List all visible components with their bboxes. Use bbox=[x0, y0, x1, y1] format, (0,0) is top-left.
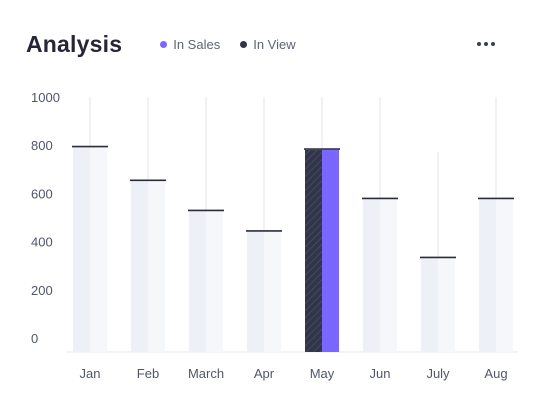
x-tick-label: July bbox=[426, 366, 450, 381]
bar-in-view bbox=[363, 199, 380, 352]
x-tick-label: Jun bbox=[370, 366, 391, 381]
bar-in-view bbox=[189, 211, 206, 352]
chart-title: Analysis bbox=[26, 30, 123, 57]
y-tick-label: 1000 bbox=[31, 90, 60, 105]
legend-dot-in-view bbox=[240, 40, 248, 48]
bar-in-view bbox=[131, 181, 148, 352]
x-tick-label: Aug bbox=[484, 366, 507, 381]
chart-header: Analysis In Sales In View bbox=[26, 26, 513, 62]
bar-in-view bbox=[479, 199, 496, 352]
bar-in-view bbox=[73, 147, 90, 352]
x-tick-label: March bbox=[188, 366, 224, 381]
legend-label-in-view: In View bbox=[253, 36, 296, 52]
y-tick-label: 200 bbox=[31, 283, 53, 298]
bar-in-sales bbox=[322, 150, 339, 352]
bar-in-sales bbox=[148, 181, 165, 352]
legend-label-in-sales: In Sales bbox=[173, 36, 221, 52]
legend-item-in-sales[interactable]: In Sales bbox=[160, 37, 220, 52]
legend-dot-in-sales bbox=[160, 40, 168, 48]
x-tick-label: Feb bbox=[137, 366, 159, 381]
x-tick-label: May bbox=[310, 366, 335, 381]
more-dot bbox=[491, 42, 495, 46]
y-tick-label: 400 bbox=[31, 235, 53, 250]
x-tick-label: Jan bbox=[80, 366, 101, 381]
bar-in-view bbox=[421, 258, 438, 352]
legend: In Sales In View bbox=[160, 36, 296, 52]
bar-in-view bbox=[305, 150, 322, 352]
more-options-icon[interactable] bbox=[475, 36, 497, 52]
more-dot bbox=[477, 42, 481, 46]
bar-in-sales bbox=[438, 258, 455, 352]
bar-in-sales bbox=[380, 199, 397, 352]
bar-in-view bbox=[247, 231, 264, 352]
x-tick-label: Apr bbox=[254, 366, 275, 381]
y-tick-label: 0 bbox=[31, 331, 38, 346]
y-tick-label: 600 bbox=[31, 186, 53, 201]
bar-in-sales bbox=[90, 147, 107, 352]
y-tick-label: 800 bbox=[31, 138, 53, 153]
more-dot bbox=[484, 42, 488, 46]
bar-in-sales bbox=[264, 231, 281, 352]
bar-in-sales bbox=[496, 199, 513, 352]
legend-item-in-view[interactable]: In View bbox=[240, 36, 296, 52]
bar-in-sales bbox=[206, 211, 223, 352]
